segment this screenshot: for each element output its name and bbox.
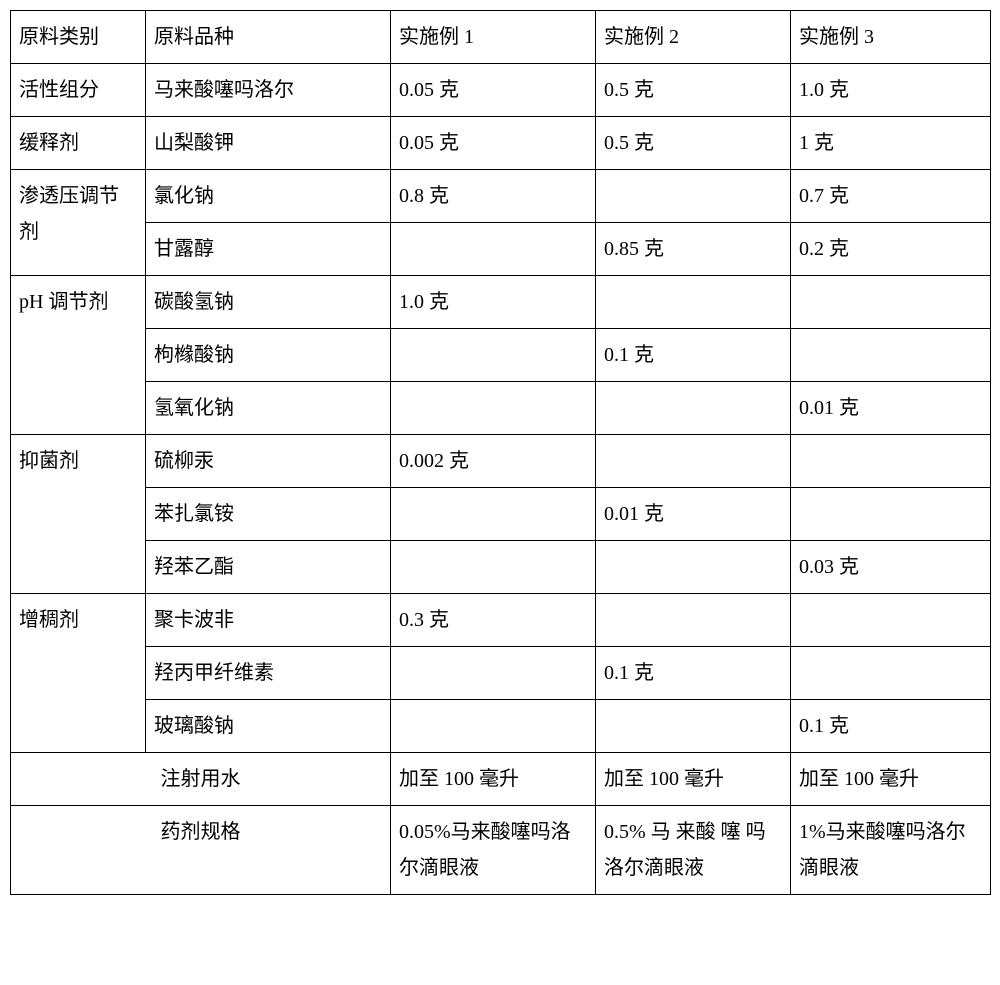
table-row: 缓释剂 山梨酸钾 0.05 克 0.5 克 1 克	[11, 117, 991, 170]
cell-category: 抑菌剂	[11, 435, 146, 594]
cell-ex2: 0.1 克	[596, 329, 791, 382]
cell-ex3	[791, 276, 991, 329]
table-row: 氢氧化钠 0.01 克	[11, 382, 991, 435]
cell-ex3: 1.0 克	[791, 64, 991, 117]
cell-water-ex1: 加至 100 毫升	[391, 753, 596, 806]
cell-ex2	[596, 594, 791, 647]
cell-ex1: 0.05 克	[391, 117, 596, 170]
header-variety: 原料品种	[146, 11, 391, 64]
cell-ex2: 0.85 克	[596, 223, 791, 276]
cell-ex1	[391, 223, 596, 276]
cell-ex1	[391, 700, 596, 753]
cell-variety: 甘露醇	[146, 223, 391, 276]
cell-variety: 氯化钠	[146, 170, 391, 223]
cell-category: 缓释剂	[11, 117, 146, 170]
cell-ex1	[391, 488, 596, 541]
cell-ex2	[596, 435, 791, 488]
header-row: 原料类别 原料品种 实施例 1 实施例 2 实施例 3	[11, 11, 991, 64]
table-row: 甘露醇 0.85 克 0.2 克	[11, 223, 991, 276]
header-ex1: 实施例 1	[391, 11, 596, 64]
cell-ex1: 0.05 克	[391, 64, 596, 117]
cell-variety: 硫柳汞	[146, 435, 391, 488]
header-ex3: 实施例 3	[791, 11, 991, 64]
cell-water-ex3: 加至 100 毫升	[791, 753, 991, 806]
cell-water-label: 注射用水	[11, 753, 391, 806]
cell-ex1	[391, 382, 596, 435]
cell-ex3	[791, 594, 991, 647]
formulation-table: 原料类别 原料品种 实施例 1 实施例 2 实施例 3 活性组分 马来酸噻吗洛尔…	[10, 10, 991, 895]
cell-ex2: 0.5 克	[596, 64, 791, 117]
cell-spec-label: 药剂规格	[11, 806, 391, 895]
table-row: 渗透压调节剂 氯化钠 0.8 克 0.7 克	[11, 170, 991, 223]
table-row: 羟苯乙酯 0.03 克	[11, 541, 991, 594]
cell-ex3	[791, 647, 991, 700]
cell-category: pH 调节剂	[11, 276, 146, 435]
cell-ex1: 0.3 克	[391, 594, 596, 647]
table-row: 活性组分 马来酸噻吗洛尔 0.05 克 0.5 克 1.0 克	[11, 64, 991, 117]
footer-water-row: 注射用水 加至 100 毫升 加至 100 毫升 加至 100 毫升	[11, 753, 991, 806]
table-row: 抑菌剂 硫柳汞 0.002 克	[11, 435, 991, 488]
cell-variety: 氢氧化钠	[146, 382, 391, 435]
cell-ex2	[596, 700, 791, 753]
table-body: 原料类别 原料品种 实施例 1 实施例 2 实施例 3 活性组分 马来酸噻吗洛尔…	[11, 11, 991, 895]
cell-ex2: 0.1 克	[596, 647, 791, 700]
cell-category: 渗透压调节剂	[11, 170, 146, 276]
table-row: 羟丙甲纤维素 0.1 克	[11, 647, 991, 700]
cell-ex3: 1 克	[791, 117, 991, 170]
cell-ex2: 0.01 克	[596, 488, 791, 541]
table-row: 增稠剂 聚卡波非 0.3 克	[11, 594, 991, 647]
table-row: 苯扎氯铵 0.01 克	[11, 488, 991, 541]
cell-variety: 玻璃酸钠	[146, 700, 391, 753]
cell-ex2	[596, 170, 791, 223]
table-row: 枸橼酸钠 0.1 克	[11, 329, 991, 382]
cell-variety: 枸橼酸钠	[146, 329, 391, 382]
cell-ex2	[596, 276, 791, 329]
cell-variety: 羟丙甲纤维素	[146, 647, 391, 700]
cell-ex3	[791, 435, 991, 488]
cell-ex3: 0.03 克	[791, 541, 991, 594]
cell-spec-ex1: 0.05%马来酸噻吗洛尔滴眼液	[391, 806, 596, 895]
cell-ex3	[791, 329, 991, 382]
cell-ex3: 0.01 克	[791, 382, 991, 435]
cell-variety: 聚卡波非	[146, 594, 391, 647]
cell-ex2	[596, 382, 791, 435]
cell-ex3: 0.7 克	[791, 170, 991, 223]
cell-variety: 苯扎氯铵	[146, 488, 391, 541]
cell-ex2	[596, 541, 791, 594]
cell-water-ex2: 加至 100 毫升	[596, 753, 791, 806]
cell-ex1	[391, 647, 596, 700]
cell-variety: 山梨酸钾	[146, 117, 391, 170]
cell-variety: 碳酸氢钠	[146, 276, 391, 329]
cell-category: 增稠剂	[11, 594, 146, 753]
table-row: pH 调节剂 碳酸氢钠 1.0 克	[11, 276, 991, 329]
cell-ex1	[391, 541, 596, 594]
cell-spec-ex3: 1%马来酸噻吗洛尔滴眼液	[791, 806, 991, 895]
header-ex2: 实施例 2	[596, 11, 791, 64]
cell-spec-ex2: 0.5% 马 来酸 噻 吗 洛尔滴眼液	[596, 806, 791, 895]
cell-ex1	[391, 329, 596, 382]
cell-variety: 羟苯乙酯	[146, 541, 391, 594]
table-row: 玻璃酸钠 0.1 克	[11, 700, 991, 753]
footer-spec-row: 药剂规格 0.05%马来酸噻吗洛尔滴眼液 0.5% 马 来酸 噻 吗 洛尔滴眼液…	[11, 806, 991, 895]
header-category: 原料类别	[11, 11, 146, 64]
cell-ex3: 0.1 克	[791, 700, 991, 753]
cell-ex2: 0.5 克	[596, 117, 791, 170]
cell-ex1: 0.8 克	[391, 170, 596, 223]
cell-ex1: 1.0 克	[391, 276, 596, 329]
cell-variety: 马来酸噻吗洛尔	[146, 64, 391, 117]
cell-ex3: 0.2 克	[791, 223, 991, 276]
cell-ex3	[791, 488, 991, 541]
cell-category: 活性组分	[11, 64, 146, 117]
cell-ex1: 0.002 克	[391, 435, 596, 488]
